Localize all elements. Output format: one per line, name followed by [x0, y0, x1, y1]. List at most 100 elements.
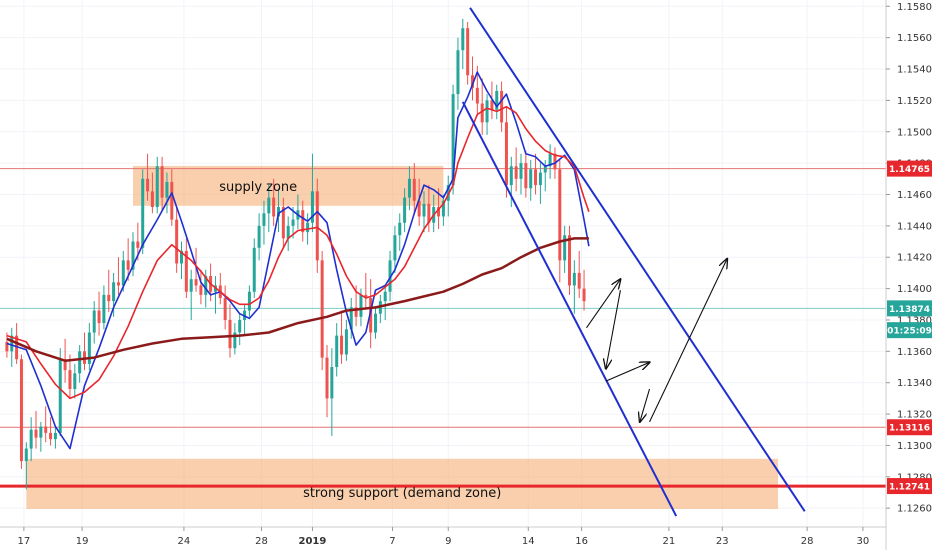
- channel-upper-line: [469, 7, 806, 512]
- candle-body: [78, 351, 82, 374]
- candle-body: [374, 313, 377, 333]
- candle-body: [315, 191, 319, 261]
- candle-body: [504, 122, 508, 186]
- x-tick-label: 19: [76, 536, 89, 547]
- candle-body: [534, 169, 538, 186]
- candle-body: [131, 241, 135, 270]
- zone-labels: supply zone strong support (demand zone): [219, 180, 501, 501]
- demand-zone: [26, 458, 779, 509]
- candle-body: [53, 432, 57, 440]
- price-axis[interactable]: 1.158001.156001.154001.152001.150001.148…: [886, 2, 932, 515]
- candle-body: [485, 100, 489, 123]
- candle-body: [175, 219, 179, 264]
- candle-body: [349, 307, 353, 330]
- candle-body: [29, 429, 33, 449]
- candle-body: [87, 332, 91, 364]
- candle-body: [107, 294, 111, 302]
- slow-ma-line: [6, 237, 589, 362]
- x-tick-label: 7: [389, 536, 395, 547]
- candle-body: [398, 222, 402, 236]
- candle-body: [233, 332, 237, 349]
- candle-body: [49, 432, 53, 440]
- candle-body: [112, 282, 116, 302]
- supply-zone: [133, 165, 444, 206]
- candle-body: [267, 197, 271, 214]
- price-tag-label: 01:25:09: [887, 327, 932, 337]
- candle-body: [364, 294, 368, 299]
- descending-channel: [461, 7, 806, 517]
- candle-body: [170, 181, 174, 220]
- candle-body: [92, 310, 96, 333]
- zones-layer: [26, 165, 779, 509]
- candle-body: [189, 279, 193, 292]
- candle-body: [407, 178, 411, 198]
- candle-body: [58, 359, 62, 433]
- moving-averages: [6, 71, 590, 450]
- candle-body: [116, 282, 120, 286]
- candle-body: [340, 335, 344, 355]
- candle-body: [141, 178, 145, 248]
- candle-body: [359, 294, 363, 317]
- candle-body: [495, 90, 499, 110]
- candle-body: [325, 357, 329, 399]
- candle-body: [529, 169, 533, 189]
- candle-body: [417, 200, 421, 217]
- candle-body: [441, 200, 445, 217]
- candle-body: [320, 260, 324, 358]
- candle-body: [199, 285, 203, 295]
- x-tick-label: 23: [716, 536, 729, 547]
- candle-body: [403, 197, 407, 223]
- x-tick-label: 9: [445, 536, 451, 547]
- candle-body: [500, 90, 504, 123]
- candle-body: [24, 448, 28, 462]
- candle-body: [223, 298, 227, 320]
- candle-body: [165, 181, 169, 198]
- candle-body: [471, 75, 474, 88]
- candle-body: [155, 166, 159, 208]
- candle-body: [388, 260, 392, 292]
- y-tick-label: 1.13800: [897, 315, 932, 326]
- x-tick-label: 17: [18, 536, 31, 547]
- candle-body: [301, 210, 305, 233]
- candle-body: [252, 247, 256, 292]
- y-tick-label: 1.15800: [897, 2, 932, 13]
- candle-body: [383, 291, 387, 302]
- y-tick-label: 1.15200: [897, 96, 932, 107]
- y-tick-label: 1.15600: [897, 33, 932, 44]
- candle-body: [524, 163, 528, 189]
- grid-lines: [0, 0, 886, 527]
- candle-body: [39, 426, 43, 438]
- candle-body: [194, 279, 198, 286]
- y-tick-label: 1.15000: [897, 127, 932, 138]
- demand-zone-label: strong support (demand zone): [303, 486, 501, 501]
- candle-body: [330, 367, 334, 399]
- candle-body: [5, 341, 9, 352]
- candle-body: [563, 235, 567, 261]
- candle-body: [68, 370, 72, 389]
- channel-lower-line: [461, 101, 678, 517]
- x-tick-label: 14: [522, 536, 535, 547]
- y-tick-label: 1.14200: [897, 253, 932, 264]
- projection-arrow: [586, 279, 620, 329]
- price-tag: [887, 419, 932, 436]
- y-tick-label: 1.14600: [897, 190, 932, 201]
- candle-body: [102, 294, 106, 324]
- candle-body: [286, 225, 290, 239]
- time-axis[interactable]: 17 19 24 28 2019 7 9 14 16 21 23 28 30: [18, 527, 870, 547]
- candle-body: [490, 100, 494, 110]
- candle-body: [451, 94, 455, 186]
- price-tag-label: 1.12741: [889, 483, 930, 493]
- projection-arrow: [640, 388, 651, 422]
- supply-zone-label: supply zone: [219, 180, 297, 195]
- price-tag: [887, 160, 932, 177]
- projection-arrow: [605, 362, 650, 382]
- projection-arrow: [606, 290, 621, 368]
- candle-body: [558, 169, 562, 261]
- candle-body: [519, 163, 523, 179]
- candle-body: [427, 203, 431, 223]
- candle-body: [281, 207, 285, 239]
- candle-body: [480, 103, 484, 123]
- price-tag-label: 1.14765: [889, 165, 930, 175]
- candle-body: [514, 166, 518, 179]
